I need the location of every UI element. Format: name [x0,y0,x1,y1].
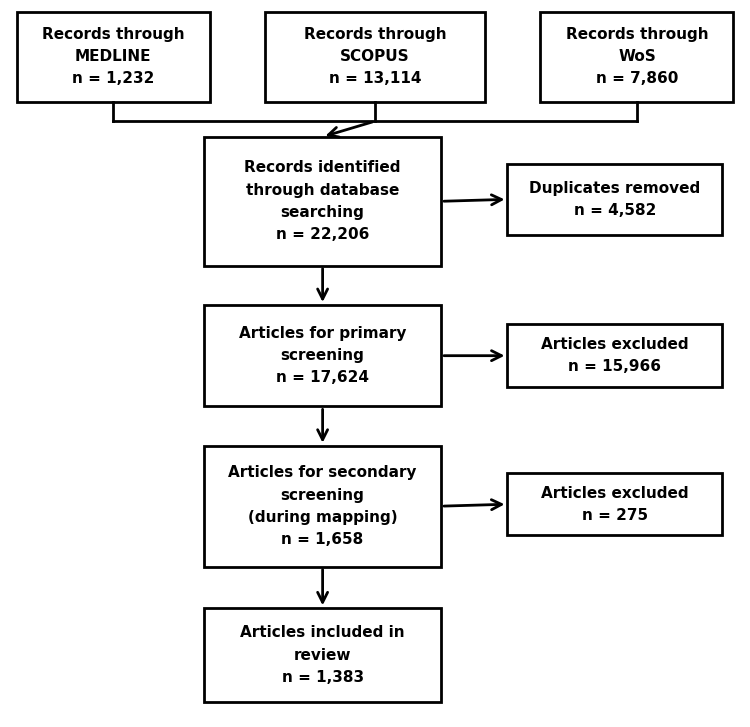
Bar [204,305,441,406]
Bar [541,12,734,102]
Text: Duplicates removed
n = 4,582: Duplicates removed n = 4,582 [530,181,700,218]
Bar [204,137,441,266]
Text: Articles for primary
screening
n = 17,624: Articles for primary screening n = 17,62… [238,326,406,385]
Bar [16,12,209,102]
Text: Records identified
through database
searching
n = 22,206: Records identified through database sear… [244,161,400,242]
Bar [204,446,441,567]
Text: Articles included in
review
n = 1,383: Articles included in review n = 1,383 [240,625,405,685]
Bar [204,608,441,702]
Text: Records through
SCOPUS
n = 13,114: Records through SCOPUS n = 13,114 [304,27,446,87]
Bar [507,164,722,235]
Text: Records through
MEDLINE
n = 1,232: Records through MEDLINE n = 1,232 [42,27,184,87]
Bar [265,12,485,102]
Bar [507,473,722,536]
Text: Articles excluded
n = 275: Articles excluded n = 275 [541,486,688,523]
Bar [507,324,722,387]
Text: Articles excluded
n = 15,966: Articles excluded n = 15,966 [541,337,688,374]
Text: Articles for secondary
screening
(during mapping)
n = 1,658: Articles for secondary screening (during… [228,465,417,547]
Text: Records through
WoS
n = 7,860: Records through WoS n = 7,860 [566,27,708,87]
